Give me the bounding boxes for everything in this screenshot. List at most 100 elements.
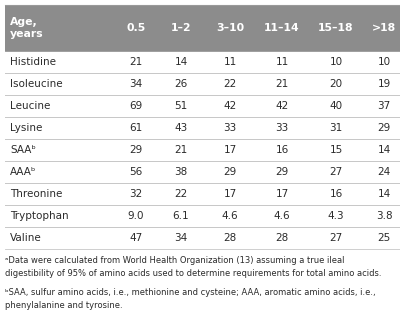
Text: 40: 40 (330, 101, 342, 111)
Bar (115, 117, 157, 139)
Bar (255, 5, 309, 51)
Bar (309, 51, 363, 73)
Text: 4.6: 4.6 (222, 211, 238, 221)
Text: 26: 26 (174, 79, 188, 89)
Text: Histidine: Histidine (10, 57, 56, 67)
Text: 17: 17 (223, 189, 237, 199)
Text: 34: 34 (129, 79, 143, 89)
Text: 15–18: 15–18 (318, 23, 354, 33)
Bar (157, 73, 205, 95)
Bar (205, 51, 255, 73)
Bar (157, 5, 205, 51)
Text: 61: 61 (129, 123, 143, 133)
Text: 4.3: 4.3 (328, 211, 344, 221)
Text: 32: 32 (129, 189, 143, 199)
Text: 38: 38 (174, 167, 188, 177)
Bar (157, 183, 205, 205)
Bar (157, 227, 205, 249)
Text: 20: 20 (330, 79, 342, 89)
Text: 56: 56 (129, 167, 143, 177)
Text: 16: 16 (275, 145, 289, 155)
Text: 3–10: 3–10 (216, 23, 244, 33)
Bar (205, 117, 255, 139)
Bar (115, 95, 157, 117)
Text: 10: 10 (378, 57, 390, 67)
Bar (309, 161, 363, 183)
Bar (255, 73, 309, 95)
Bar (363, 161, 400, 183)
Bar (255, 205, 309, 227)
Text: 11: 11 (223, 57, 237, 67)
Bar (363, 117, 400, 139)
Bar (255, 139, 309, 161)
Bar (309, 139, 363, 161)
Bar (157, 139, 205, 161)
Text: AAAᵇ: AAAᵇ (10, 167, 36, 177)
Text: 17: 17 (275, 189, 289, 199)
Text: 14: 14 (377, 189, 391, 199)
Text: 28: 28 (223, 233, 237, 243)
Bar (309, 95, 363, 117)
Bar (205, 5, 255, 51)
Bar (5, 161, 115, 183)
Bar (5, 205, 115, 227)
Bar (157, 51, 205, 73)
Text: 15: 15 (329, 145, 343, 155)
Text: Threonine: Threonine (10, 189, 62, 199)
Text: 17: 17 (223, 145, 237, 155)
Bar (157, 161, 205, 183)
Bar (157, 205, 205, 227)
Bar (115, 183, 157, 205)
Bar (363, 139, 400, 161)
Text: 19: 19 (377, 79, 391, 89)
Bar (205, 205, 255, 227)
Text: Valine: Valine (10, 233, 42, 243)
Text: 1–2: 1–2 (171, 23, 191, 33)
Text: Age,
years: Age, years (10, 17, 44, 39)
Bar (255, 51, 309, 73)
Text: 31: 31 (329, 123, 343, 133)
Text: 21: 21 (174, 145, 188, 155)
Bar (5, 117, 115, 139)
Bar (5, 73, 115, 95)
Text: 22: 22 (174, 189, 188, 199)
Bar (363, 95, 400, 117)
Bar (309, 73, 363, 95)
Text: 21: 21 (275, 79, 289, 89)
Text: 11–14: 11–14 (264, 23, 300, 33)
Bar (363, 51, 400, 73)
Text: 33: 33 (223, 123, 237, 133)
Bar (5, 51, 115, 73)
Bar (205, 73, 255, 95)
Bar (115, 227, 157, 249)
Bar (115, 5, 157, 51)
Text: ᵇSAA, sulfur amino acids, i.e., methionine and cysteine; AAA, aromatic amino aci: ᵇSAA, sulfur amino acids, i.e., methioni… (5, 288, 376, 309)
Text: 24: 24 (377, 167, 391, 177)
Text: 6.1: 6.1 (173, 211, 189, 221)
Text: 0.5: 0.5 (126, 23, 146, 33)
Bar (309, 205, 363, 227)
Bar (5, 95, 115, 117)
Bar (363, 5, 400, 51)
Text: 25: 25 (377, 233, 391, 243)
Text: Lysine: Lysine (10, 123, 42, 133)
Bar (363, 227, 400, 249)
Bar (115, 205, 157, 227)
Bar (309, 117, 363, 139)
Text: 3.8: 3.8 (376, 211, 392, 221)
Text: 16: 16 (329, 189, 343, 199)
Bar (205, 161, 255, 183)
Text: 51: 51 (174, 101, 188, 111)
Bar (363, 183, 400, 205)
Text: Isoleucine: Isoleucine (10, 79, 63, 89)
Text: 22: 22 (223, 79, 237, 89)
Bar (255, 117, 309, 139)
Text: 69: 69 (129, 101, 143, 111)
Text: 11: 11 (275, 57, 289, 67)
Bar (309, 5, 363, 51)
Text: 29: 29 (377, 123, 391, 133)
Text: 47: 47 (129, 233, 143, 243)
Text: Tryptophan: Tryptophan (10, 211, 69, 221)
Bar (5, 183, 115, 205)
Text: 27: 27 (329, 233, 343, 243)
